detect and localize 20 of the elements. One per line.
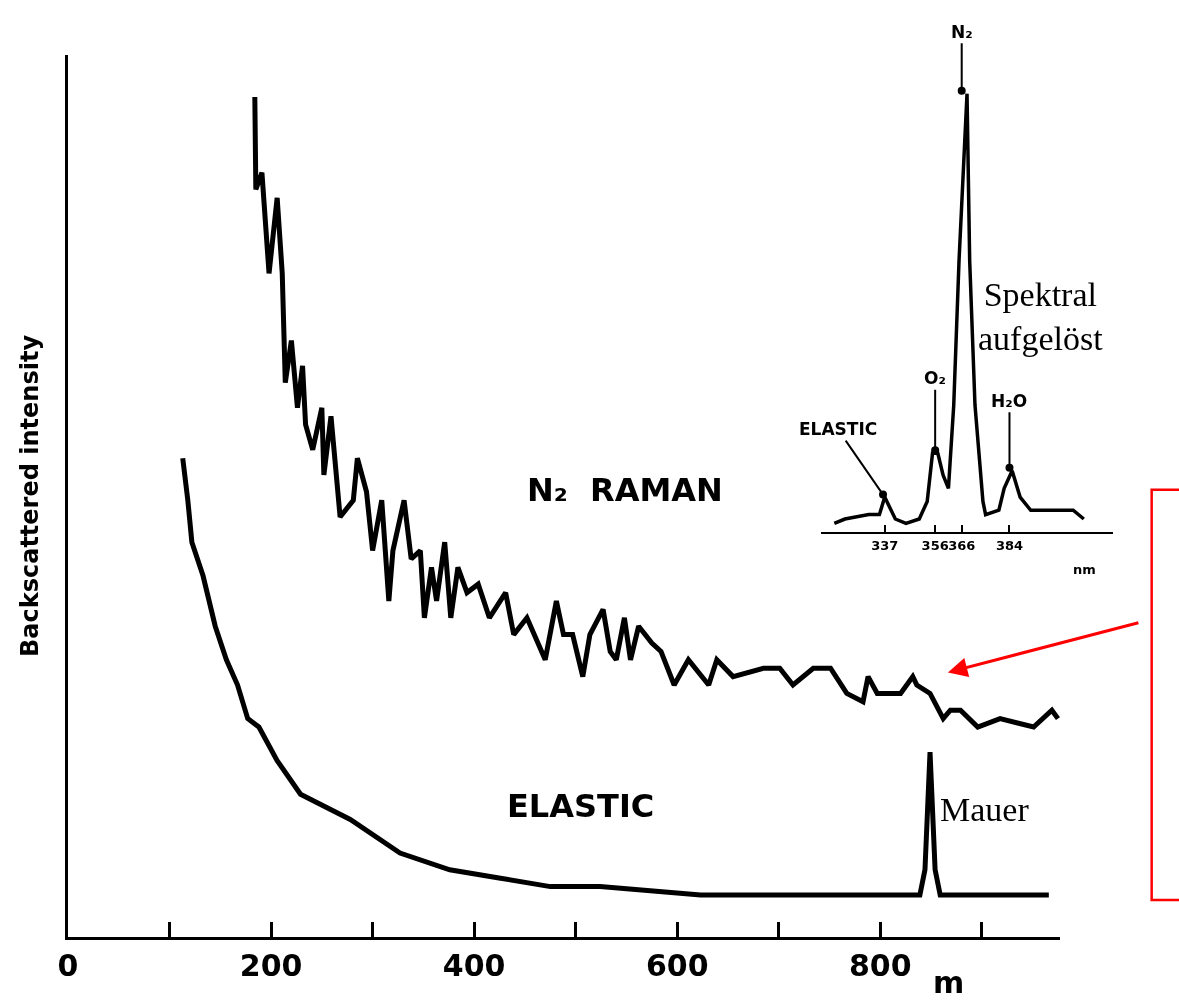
annotation: ELASTIC: [799, 419, 878, 439]
x-tick-label: 366: [948, 537, 976, 553]
y-axis-title: Backscattered intensity: [16, 334, 45, 658]
x-tick-label: 400: [442, 948, 506, 983]
annotation: Mauer: [940, 791, 1030, 828]
x-tick-label: 200: [239, 948, 303, 983]
x-tick-label: 337: [871, 537, 899, 553]
x-axis-title: m: [933, 965, 965, 1000]
x-tick-label: 384: [995, 537, 1024, 553]
x-axis-title: nm: [1073, 562, 1096, 577]
x-tick-label: 0: [57, 948, 79, 983]
x-tick-label: 600: [645, 948, 709, 983]
annotation: H₂O: [991, 391, 1028, 411]
annotation: O₂: [924, 368, 946, 388]
annotation: Spektral aufgelöst: [978, 276, 1104, 358]
x-tick-label: 800: [848, 948, 912, 983]
x-tick-label: 356: [921, 537, 949, 553]
series-label: ELASTIC: [507, 787, 655, 825]
annotation: N₂: [951, 22, 973, 42]
text: N₂ RAMAN: [527, 471, 723, 509]
